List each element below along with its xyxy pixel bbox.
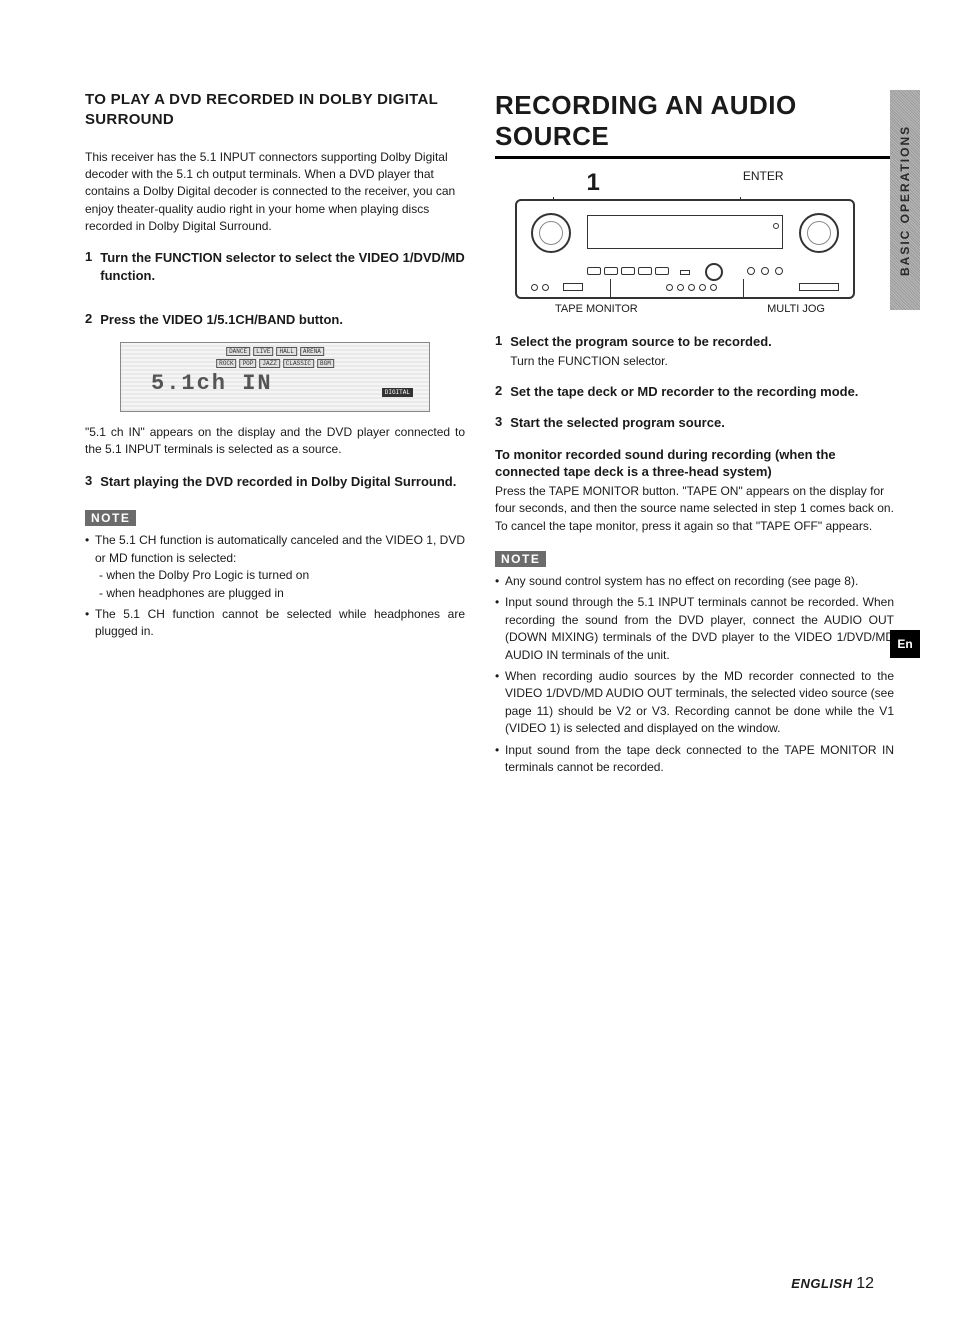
step-number: 2 (495, 383, 502, 401)
callout-number: 1 (586, 169, 599, 197)
display-mode-tags: DANCE LIVE HALL ARENA ROCK POP JAZZ CLAS… (216, 347, 334, 368)
page-columns: TO PLAY A DVD RECORDED IN DOLBY DIGITAL … (85, 90, 894, 780)
right-title: RECORDING AN AUDIO SOURCE (495, 90, 894, 159)
left-afternote: "5.1 ch IN" appears on the display and t… (85, 424, 465, 459)
left-step-3: 3 Start playing the DVD recorded in Dolb… (85, 473, 465, 491)
right-step-3: 3 Start the selected program source. (495, 414, 894, 432)
footer-language: ENGLISH (791, 1276, 852, 1291)
left-title: TO PLAY A DVD RECORDED IN DOLBY DIGITAL … (85, 90, 465, 131)
page-footer: ENGLISH 12 (791, 1275, 874, 1293)
multi-jog-knob-icon (705, 263, 723, 281)
left-column: TO PLAY A DVD RECORDED IN DOLBY DIGITAL … (85, 90, 465, 780)
callout-multi-jog: MULTI JOG (767, 303, 825, 315)
receiver-screen (587, 215, 783, 249)
receiver-button-row (587, 267, 669, 275)
footer-page-number: 12 (856, 1275, 874, 1292)
note-subitem: when the Dolby Pro Logic is turned on (99, 567, 465, 584)
display-tag: ARENA (300, 347, 324, 356)
language-badge: En (890, 630, 920, 658)
callout-enter-label: ENTER (743, 169, 784, 197)
step-text: Start playing the DVD recorded in Dolby … (100, 473, 456, 491)
display-tag: BGM (317, 359, 334, 368)
note-text: The 5.1 CH function is automatically can… (95, 533, 465, 564)
left-intro: This receiver has the 5.1 INPUT connecto… (85, 149, 465, 236)
step-number: 1 (495, 333, 502, 369)
volume-knob-icon (799, 213, 839, 253)
display-tag: ROCK (216, 359, 236, 368)
display-main-text: 5.1ch IN (151, 371, 273, 396)
callout-tape-monitor: TAPE MONITOR (555, 303, 638, 315)
function-knob-icon (531, 213, 571, 253)
step-sub: Turn the FUNCTION selector. (510, 353, 772, 369)
display-tag: CLASSIC (283, 359, 314, 368)
right-step-1: 1 Select the program source to be record… (495, 333, 894, 369)
receiver-body (515, 199, 855, 299)
note-item: Any sound control system has no effect o… (495, 573, 894, 590)
note-item: The 5.1 CH function is automatically can… (85, 532, 465, 602)
left-note-list: The 5.1 CH function is automatically can… (85, 532, 465, 640)
note-item: The 5.1 CH function cannot be selected w… (85, 606, 465, 641)
left-step-2: 2 Press the VIDEO 1/5.1CH/BAND button. (85, 311, 465, 329)
step-text: Start the selected program source. (510, 414, 725, 432)
right-note-list: Any sound control system has no effect o… (495, 573, 894, 776)
step-main: Select the program source to be recorded… (510, 334, 772, 349)
monitor-body: Press the TAPE MONITOR button. "TAPE ON"… (495, 483, 894, 535)
display-tag: LIVE (253, 347, 273, 356)
display-tag: POP (240, 359, 257, 368)
step-number: 3 (85, 473, 92, 491)
lcd-display-diagram: DANCE LIVE HALL ARENA ROCK POP JAZZ CLAS… (120, 342, 430, 412)
step-text: Set the tape deck or MD recorder to the … (510, 383, 858, 401)
step-number: 1 (85, 249, 92, 284)
receiver-indicator-icon (773, 223, 779, 229)
display-badge: DIGITAL (382, 388, 413, 397)
note-item: When recording audio sources by the MD r… (495, 668, 894, 738)
step-text: Press the VIDEO 1/5.1CH/BAND button. (100, 311, 343, 329)
step-text: Turn the FUNCTION selector to select the… (100, 249, 465, 284)
right-column: RECORDING AN AUDIO SOURCE 1 ENTER (495, 90, 894, 780)
note-item: Input sound through the 5.1 INPUT termin… (495, 594, 894, 664)
note-subitem: when headphones are plugged in (99, 585, 465, 602)
note-item: Input sound from the tape deck connected… (495, 742, 894, 777)
left-step-1: 1 Turn the FUNCTION selector to select t… (85, 249, 465, 284)
step-text: Select the program source to be recorded… (510, 333, 772, 369)
display-tag: DANCE (226, 347, 250, 356)
receiver-small-buttons (747, 267, 783, 275)
section-tab: BASIC OPERATIONS (890, 90, 920, 310)
monitor-heading: To monitor recorded sound during recordi… (495, 446, 894, 481)
step-number: 3 (495, 414, 502, 432)
note-label: NOTE (85, 510, 136, 526)
note-label: NOTE (495, 551, 546, 567)
step-number: 2 (85, 311, 92, 329)
display-tag: JAZZ (259, 359, 279, 368)
right-step-2: 2 Set the tape deck or MD recorder to th… (495, 383, 894, 401)
display-tag: HALL (277, 347, 297, 356)
receiver-diagram: 1 ENTER (515, 169, 855, 315)
